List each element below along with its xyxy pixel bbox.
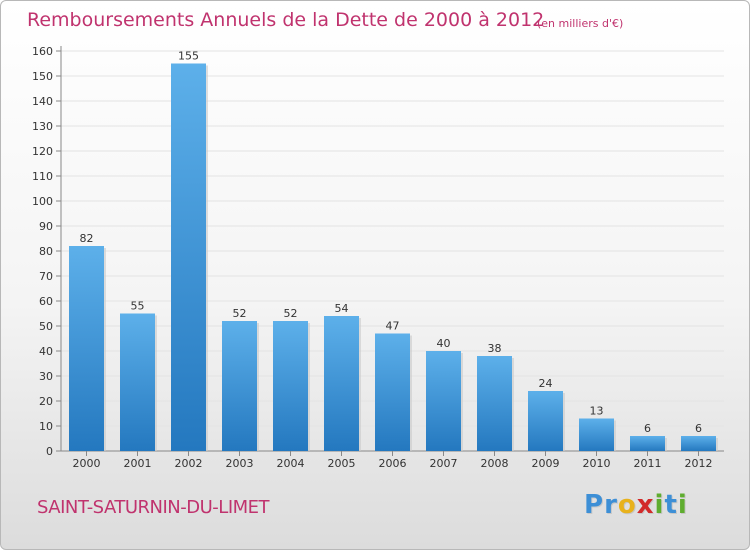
x-tick-label: 2003 (226, 457, 254, 470)
y-tick-label: 50 (39, 320, 53, 333)
logo-letter: r (604, 490, 618, 520)
y-tick-label: 10 (39, 420, 53, 433)
logo-letter: i (654, 490, 665, 520)
proxiti-logo: Proxiti (584, 490, 688, 520)
labels: 0 10 20 30 40 50 60 70 80 90 100 110 120 130 140 150 160… (32, 45, 713, 470)
bar (120, 313, 155, 451)
bar (171, 63, 206, 451)
bar-value-label: 54 (335, 302, 349, 315)
bar-value-label: 155 (178, 50, 199, 63)
y-tick-label: 160 (32, 45, 53, 58)
y-tick-label: 140 (32, 95, 53, 108)
y-tick-label: 40 (39, 345, 53, 358)
logo-letter: i (677, 490, 688, 520)
town-name: SAINT-SATURNIN-DU-LIMET (37, 497, 270, 518)
x-tick-label: 2004 (277, 457, 305, 470)
x-tick-label: 2001 (124, 457, 152, 470)
y-tick-label: 70 (39, 270, 53, 283)
bar (579, 418, 614, 451)
x-tick-label: 2009 (532, 457, 560, 470)
logo-letter: P (584, 490, 605, 520)
chart-title: Remboursements Annuels de la Dette de 20… (27, 9, 545, 31)
x-tick-label: 2012 (685, 457, 713, 470)
bar-value-label: 13 (590, 405, 604, 418)
bar-value-label: 38 (488, 342, 502, 355)
bar-value-label: 82 (80, 232, 94, 245)
bar-value-label: 6 (644, 422, 651, 435)
x-tick-label: 2002 (175, 457, 203, 470)
x-tick-label: 2000 (73, 457, 101, 470)
bar-value-label: 52 (233, 307, 247, 320)
chart-subtitle: (en milliers d'€) (537, 17, 624, 30)
bar-value-label: 24 (539, 377, 553, 390)
y-tick-label: 130 (32, 120, 53, 133)
bar (273, 321, 308, 451)
bar (375, 333, 410, 451)
bar (69, 246, 104, 451)
y-tick-label: 30 (39, 370, 53, 383)
bar (477, 356, 512, 451)
bar (222, 321, 257, 451)
bar (681, 436, 716, 451)
bar-value-label: 40 (437, 337, 451, 350)
bar-value-label: 52 (284, 307, 298, 320)
x-tick-label: 2005 (328, 457, 356, 470)
bar (630, 436, 665, 451)
bar (426, 351, 461, 451)
y-tick-label: 150 (32, 70, 53, 83)
y-tick-label: 100 (32, 195, 53, 208)
x-tick-label: 2007 (430, 457, 458, 470)
y-tick-label: 20 (39, 395, 53, 408)
bar-value-label: 55 (131, 300, 145, 313)
y-tick-label: 80 (39, 245, 53, 258)
x-tick-label: 2006 (379, 457, 407, 470)
logo-letter: t (664, 490, 678, 520)
y-tick-label: 110 (32, 170, 53, 183)
bar (528, 391, 563, 451)
bar-value-label: 47 (386, 320, 400, 333)
y-tick-label: 120 (32, 145, 53, 158)
bar (324, 316, 359, 451)
x-tick-label: 2008 (481, 457, 509, 470)
y-tick-label: 0 (46, 445, 53, 458)
x-tick-label: 2010 (583, 457, 611, 470)
logo-letter: o (617, 490, 637, 520)
y-tick-label: 90 (39, 220, 53, 233)
bar-value-label: 6 (695, 422, 702, 435)
logo-letter: x (636, 490, 655, 520)
x-tick-label: 2011 (634, 457, 662, 470)
y-tick-label: 60 (39, 295, 53, 308)
bars (69, 63, 718, 451)
